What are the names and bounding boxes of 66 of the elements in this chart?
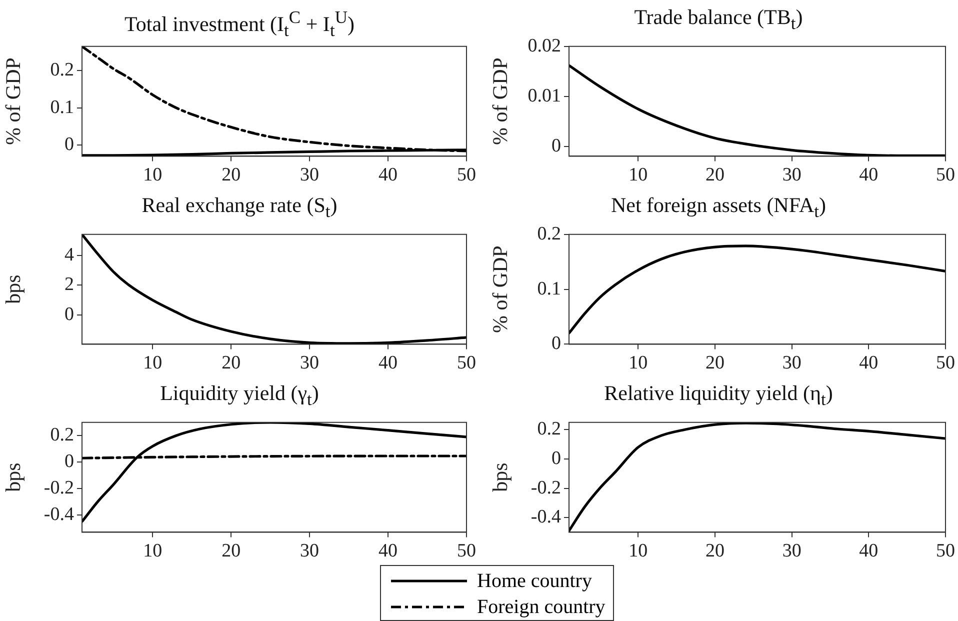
x-tick-label: 50 xyxy=(936,164,955,186)
x-tick-label: 30 xyxy=(300,540,320,562)
x-tick-label: 20 xyxy=(222,164,241,186)
x-tick-label: 20 xyxy=(705,164,724,186)
y-tick-label: 0.02 xyxy=(528,35,561,56)
y-axis-title: % of GDP xyxy=(488,246,512,334)
x-tick-label: 50 xyxy=(457,164,476,186)
y-tick-label: 2 xyxy=(64,274,74,296)
y-axis-title: % of GDP xyxy=(488,58,512,146)
x-tick-label: 40 xyxy=(378,540,398,562)
y-tick-label: -0.2 xyxy=(44,478,74,499)
x-tick-label: 10 xyxy=(628,164,648,186)
x-tick-label: 30 xyxy=(782,352,802,374)
line-series xyxy=(569,244,946,335)
y-tick-label: 0.1 xyxy=(537,278,561,300)
legend-label: Foreign country xyxy=(477,596,606,618)
line-series xyxy=(82,422,466,523)
y-tick-label: 0.2 xyxy=(50,424,74,446)
y-tick-label: 0 xyxy=(552,333,561,354)
legend-label: Home country xyxy=(477,570,592,592)
y-tick-label: 0.01 xyxy=(528,86,561,107)
x-tick-label: 10 xyxy=(143,352,162,374)
x-tick-label: 40 xyxy=(378,164,398,186)
chart-title: Trade balance (TB$_{t}$) xyxy=(633,4,804,36)
y-tick-label: 0.1 xyxy=(50,96,74,118)
x-tick-label: 20 xyxy=(222,540,241,562)
y-tick-label: 0.2 xyxy=(50,60,74,81)
x-tick-label: 30 xyxy=(300,164,320,186)
x-tick-label: 20 xyxy=(705,540,724,562)
chart-title: Net foreign assets (NFA$_{t}$) xyxy=(610,192,828,224)
y-tick-label: 0.2 xyxy=(537,418,561,440)
chart-title: Relative liquidity yield (η$_{t}$) xyxy=(603,380,834,412)
y-tick-label: 0.2 xyxy=(537,223,561,244)
chart-title: Liquidity yield (γ$_{t}$) xyxy=(159,380,320,412)
x-tick-label: 40 xyxy=(859,540,878,562)
chart-title: Total investment (I$_{t}$$^{C}$ + I$_{t}$$^{U}$) xyxy=(124,6,356,42)
x-tick-label: 10 xyxy=(143,164,162,186)
x-tick-label: 50 xyxy=(936,540,955,562)
y-tick-label: 0 xyxy=(64,451,74,472)
x-tick-label: 40 xyxy=(859,164,878,186)
x-tick-label: 10 xyxy=(628,540,648,562)
x-tick-label: 20 xyxy=(705,352,724,374)
x-tick-label: 30 xyxy=(782,164,802,186)
y-axis-title: bps xyxy=(488,462,512,492)
x-tick-label: 20 xyxy=(222,352,241,374)
x-tick-label: 10 xyxy=(143,540,162,562)
y-tick-label: 0 xyxy=(552,448,561,469)
y-tick-label: 0 xyxy=(64,134,74,156)
y-tick-label: -0.4 xyxy=(44,504,74,525)
x-tick-label: 40 xyxy=(378,352,398,374)
x-tick-label: 30 xyxy=(782,540,802,562)
y-axis-title: bps xyxy=(1,274,26,304)
y-tick-label: -0.4 xyxy=(530,506,562,528)
x-tick-label: 50 xyxy=(936,352,955,374)
x-tick-label: 40 xyxy=(859,352,878,374)
x-tick-label: 30 xyxy=(300,352,320,374)
y-tick-label: 4 xyxy=(64,244,74,266)
x-tick-label: 50 xyxy=(457,352,476,374)
x-tick-label: 10 xyxy=(628,352,648,374)
y-axis-title: % of GDP xyxy=(1,58,26,146)
y-axis-title: bps xyxy=(1,462,26,492)
chart-title: Real exchange rate (S$_{t}$) xyxy=(140,192,338,224)
x-tick-label: 50 xyxy=(457,540,476,562)
y-tick-label: -0.2 xyxy=(530,477,561,498)
y-tick-label: 0 xyxy=(64,304,74,326)
y-tick-label: 0 xyxy=(552,136,561,157)
